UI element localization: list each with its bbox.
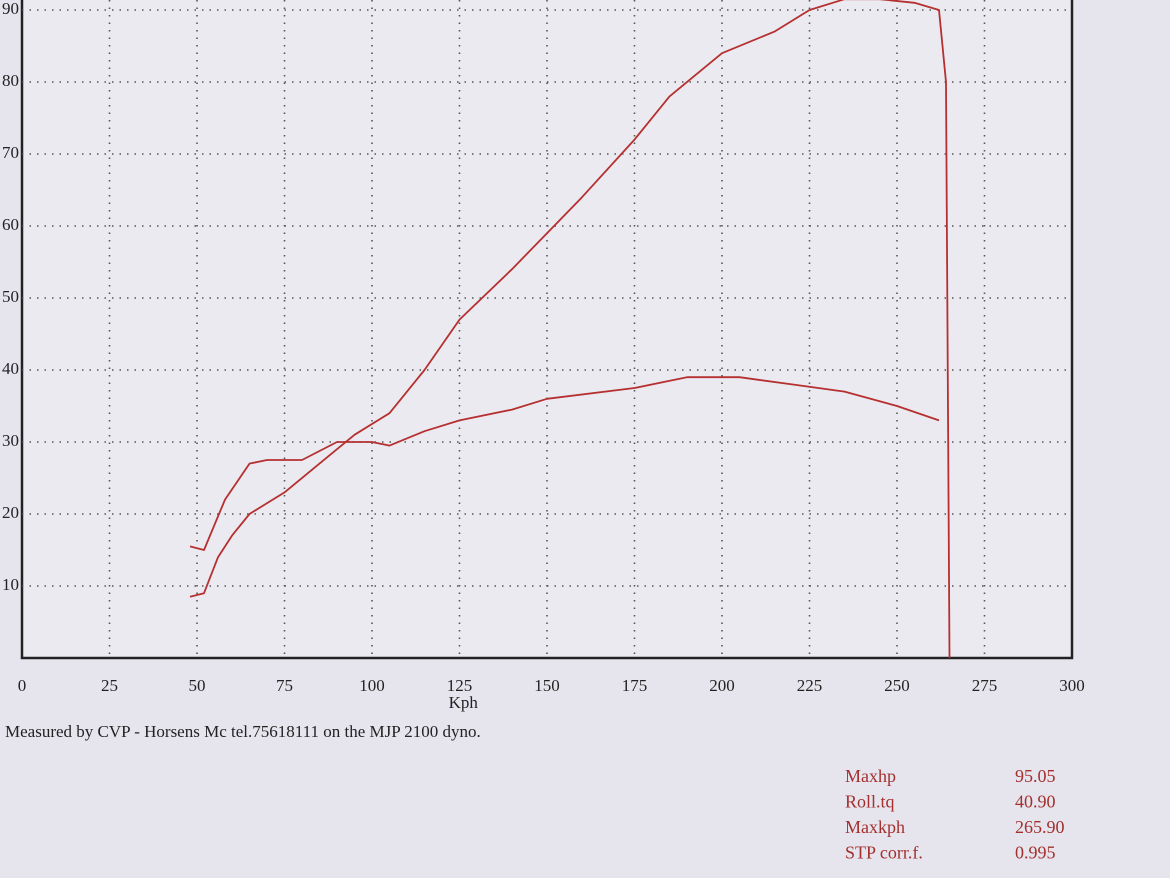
- x-tick-label: 50: [189, 676, 206, 695]
- footer-note: Measured by CVP - Horsens Mc tel.7561811…: [5, 722, 481, 741]
- stat-value: 0.995: [1015, 843, 1056, 863]
- y-tick-label: 10: [2, 575, 19, 594]
- x-tick-label: 175: [622, 676, 648, 695]
- data-line: [189, 0, 951, 659]
- x-tick-label: 250: [884, 676, 910, 695]
- x-tick-label: 125: [447, 676, 473, 695]
- x-tick-label: 150: [534, 676, 560, 695]
- y-tick-label: 40: [2, 359, 19, 378]
- y-tick-label: 50: [2, 287, 19, 306]
- x-tick-label: 100: [359, 676, 385, 695]
- stat-label: STP corr.f.: [845, 843, 923, 863]
- y-tick-label: 70: [2, 143, 19, 162]
- stat-value: 40.90: [1015, 792, 1056, 812]
- x-tick-label: 300: [1059, 676, 1085, 695]
- x-tick-label: 200: [709, 676, 735, 695]
- x-tick-label: 25: [101, 676, 118, 695]
- x-tick-label: 225: [797, 676, 823, 695]
- y-tick-label: 90: [2, 0, 19, 18]
- y-tick-label: 80: [2, 71, 19, 90]
- stat-label: Maxkph: [845, 817, 905, 837]
- x-tick-label: 0: [18, 676, 27, 695]
- x-tick-label: 275: [972, 676, 998, 695]
- y-tick-label: 30: [2, 431, 19, 450]
- x-axis-label: Kph: [449, 693, 479, 712]
- stat-value: 95.05: [1015, 766, 1056, 786]
- stat-label: Maxhp: [845, 766, 896, 786]
- x-tick-label: 75: [276, 676, 293, 695]
- stat-value: 265.90: [1015, 817, 1065, 837]
- y-tick-label: 20: [2, 503, 19, 522]
- y-tick-label: 60: [2, 215, 19, 234]
- data-line: [189, 376, 940, 551]
- stat-label: Roll.tq: [845, 792, 895, 812]
